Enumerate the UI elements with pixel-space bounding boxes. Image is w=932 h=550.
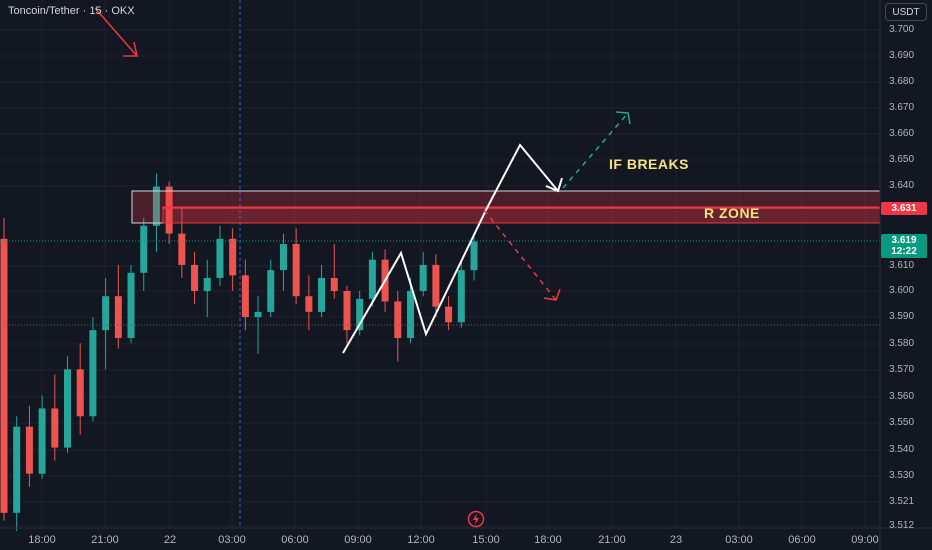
countdown-timer: 12:22: [891, 246, 917, 257]
price-axis-label: 3.690: [889, 50, 915, 61]
candle-body: [292, 244, 300, 297]
chart-grid: [0, 0, 880, 528]
candle-body: [13, 426, 21, 513]
time-axis-label: 21:00: [91, 534, 119, 546]
candle-body: [305, 296, 313, 312]
time-axis-label: 22: [163, 534, 177, 546]
price-axis-label: 3.530: [889, 470, 915, 481]
candle-body: [368, 259, 376, 299]
last-price-tag: 3.619 12:22: [881, 234, 927, 258]
candle-body: [356, 298, 364, 331]
price-axis-label: 3.640: [889, 180, 915, 191]
time-axis-label: 09:00: [851, 534, 879, 546]
price-axis-label: 3.610: [889, 260, 915, 271]
candle-body: [127, 272, 135, 338]
time-axis-label: 18:00: [28, 534, 56, 546]
price-axis-label: 3.600: [889, 285, 915, 296]
candle-body: [0, 238, 8, 513]
pattern-path: [342, 143, 559, 354]
price-axis-label: 3.560: [889, 391, 915, 402]
candle-body: [343, 291, 351, 331]
breakout-arrow-icon: [562, 111, 631, 189]
candle-body: [51, 408, 59, 448]
price-axis-label: 3.540: [889, 444, 915, 455]
time-axis-label: 23: [669, 534, 683, 546]
if-breaks-label[interactable]: IF BREAKS: [609, 156, 689, 172]
time-axis-label: 09:00: [344, 534, 372, 546]
candle-body: [178, 233, 186, 265]
candle-body: [191, 264, 199, 291]
time-axis-label: 03:00: [218, 534, 246, 546]
price-axis-label: 3.670: [889, 102, 915, 113]
candle-body: [406, 291, 414, 338]
candle-body: [152, 186, 160, 226]
last-price-value: 3.619: [891, 235, 917, 246]
candle-body: [267, 270, 275, 312]
time-axis-label: 21:00: [598, 534, 626, 546]
candle-body: [445, 306, 453, 323]
candle-body: [330, 277, 338, 291]
arrow-icon: [94, 7, 138, 57]
candle-body: [102, 296, 110, 331]
candle-body: [432, 264, 440, 307]
time-axis-label: 12:00: [407, 534, 435, 546]
candle-body: [318, 277, 326, 312]
pattern-arrow-head: [545, 177, 563, 193]
candle-body: [216, 238, 224, 278]
price-axis-label: 3.650: [889, 154, 915, 165]
candle-body: [470, 241, 478, 271]
resistance-price-tag: 3.631: [881, 202, 927, 215]
candle-body: [38, 408, 46, 474]
flash-icon[interactable]: [467, 510, 485, 528]
price-axis-label: 3.590: [889, 311, 915, 322]
candle-body: [229, 238, 237, 276]
price-axis-label: 3.570: [889, 364, 915, 375]
currency-button[interactable]: USDT: [885, 3, 927, 21]
time-axis-label: 06:00: [281, 534, 309, 546]
price-axis-label: 3.580: [889, 338, 915, 349]
candle-body: [457, 270, 465, 323]
candle-body: [254, 311, 262, 318]
time-axis-label: 18:00: [534, 534, 562, 546]
candle-body: [114, 296, 122, 338]
candle-body: [64, 369, 72, 448]
candle-body: [25, 426, 33, 474]
symbol-title[interactable]: Toncoin/Tether · 15 · OKX: [8, 5, 135, 17]
candle-body: [394, 301, 402, 338]
candles: [0, 173, 478, 532]
candle-body: [419, 264, 427, 291]
candle-body: [140, 225, 148, 273]
candle-body: [165, 186, 173, 234]
candle-body: [203, 277, 211, 291]
price-axis-label: 3.660: [889, 128, 915, 139]
rejection-arrow-icon: [483, 209, 561, 301]
resistance-inner-zone: [162, 206, 881, 224]
price-axis-label: 3.550: [889, 417, 915, 428]
time-axis-label: 03:00: [725, 534, 753, 546]
price-axis-label: 3.680: [889, 76, 915, 87]
price-axis-label: 3.700: [889, 24, 915, 35]
candle-body: [279, 244, 287, 271]
time-axis-label: 06:00: [788, 534, 816, 546]
price-axis-label: 3.512: [889, 520, 915, 531]
price-axis-label: 3.521: [889, 496, 915, 507]
candle-body: [76, 369, 84, 417]
candle-body: [89, 330, 97, 417]
candle-body: [241, 275, 249, 318]
time-axis-label: 15:00: [472, 534, 500, 546]
r-zone-label[interactable]: R ZONE: [704, 205, 760, 221]
